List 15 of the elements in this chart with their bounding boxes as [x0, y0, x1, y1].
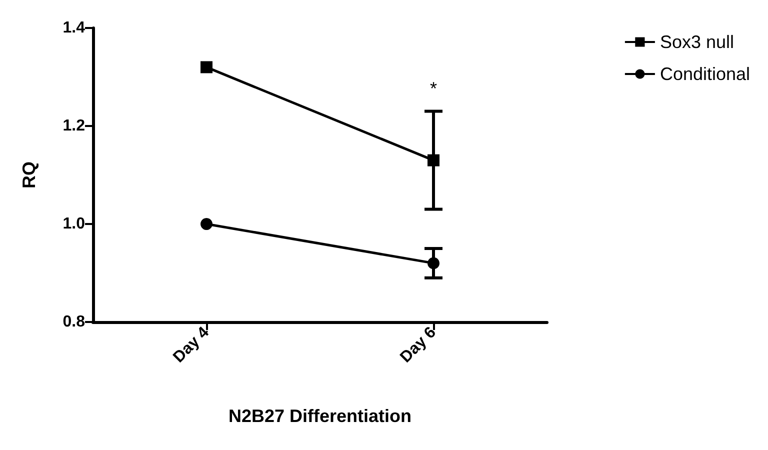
y-tick-label: 1.2 — [62, 118, 86, 134]
y-tick-label: 1.4 — [62, 20, 86, 36]
point — [428, 257, 440, 270]
point — [428, 154, 440, 166]
x-axis-title: N2B27 Differentiation — [228, 406, 412, 426]
y-tick-label: 1.0 — [62, 216, 86, 232]
x-tick-label: Day 6 — [397, 324, 440, 366]
y-axis-title: RQ — [19, 162, 39, 188]
point — [200, 61, 212, 74]
annotation: * — [430, 78, 438, 98]
y-tick-label: 0.8 — [62, 314, 86, 330]
x-tick-label: Day 4 — [170, 324, 213, 366]
point — [200, 218, 212, 230]
legend-label: Sox3 null — [660, 32, 734, 52]
legend-label: Conditional — [660, 64, 750, 84]
